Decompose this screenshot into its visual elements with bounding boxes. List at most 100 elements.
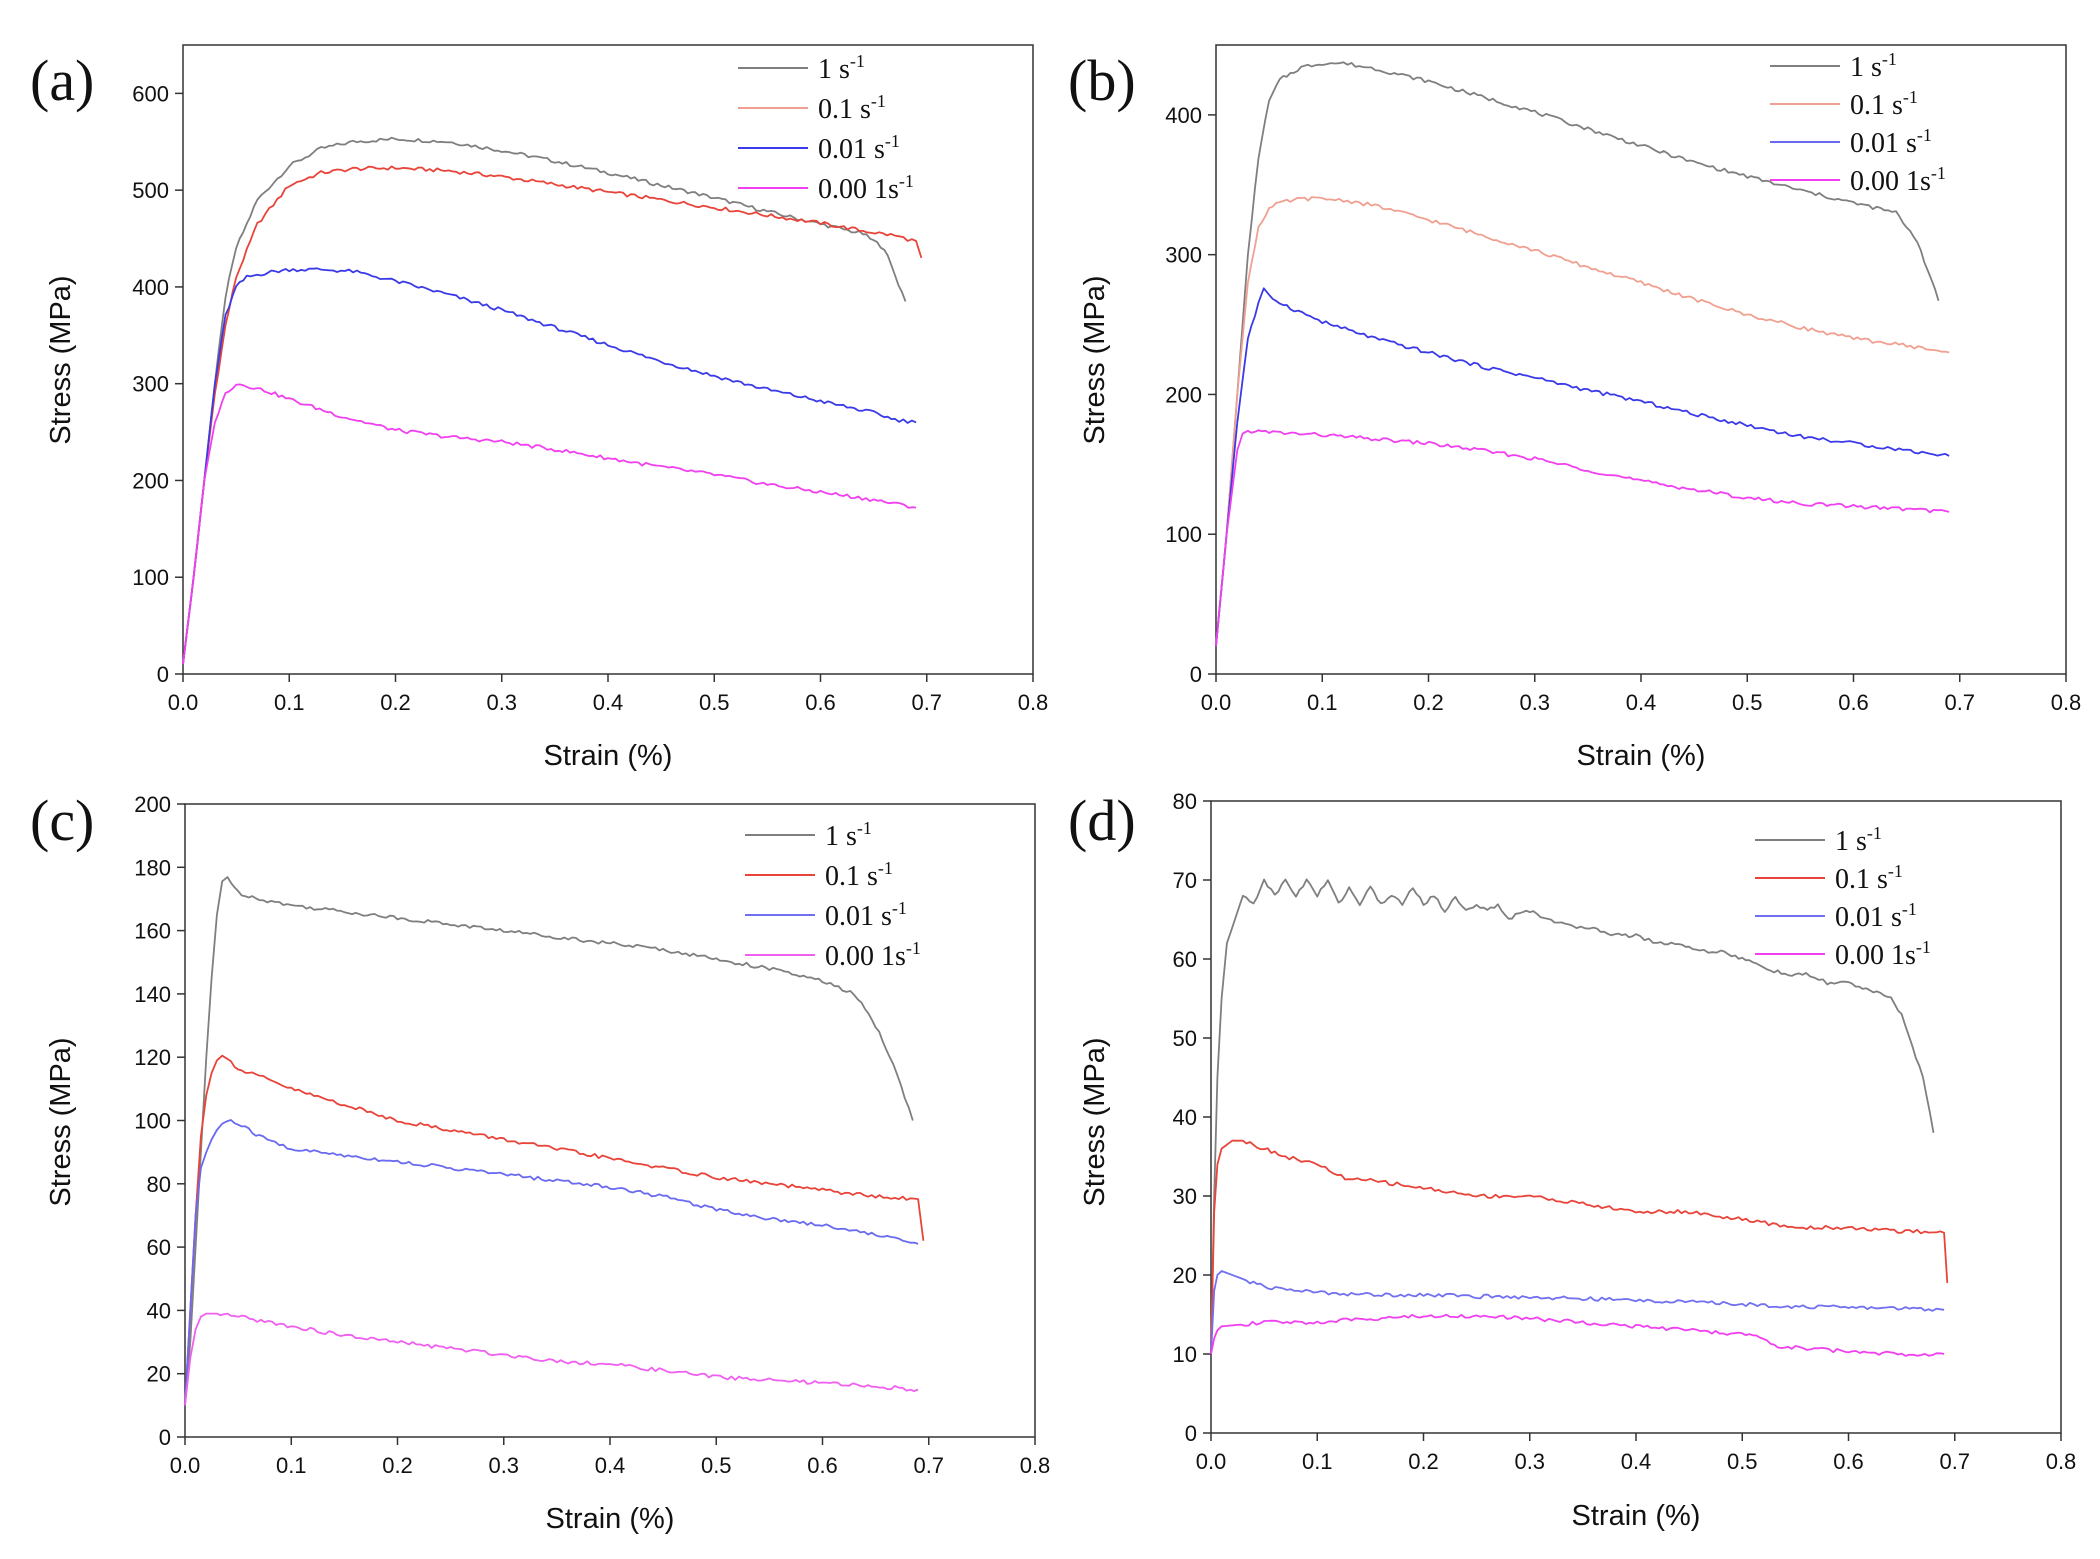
panel-c-ytick-label: 200 (134, 792, 171, 817)
panel-a-ytick-label: 200 (132, 468, 169, 493)
panel-c-ytick-label: 0 (159, 1425, 171, 1450)
panel-d-legend-label-1: 0.1 s-1 (1835, 861, 1903, 895)
panel-a-ytick-label: 0 (157, 662, 169, 687)
panel-c-series-line-0 (184, 876, 914, 1406)
panel-c-ytick-label: 20 (147, 1362, 171, 1387)
legend-label-superscript: -1 (906, 938, 921, 958)
panel-a-tag: (a) (30, 48, 94, 113)
panel-b-xlabel: Strain (%) (1577, 740, 1706, 772)
panel-a-series-line-1 (182, 165, 923, 665)
panel-b-series-line-2 (1215, 287, 1950, 647)
panel-a-xtick-label: 0.0 (168, 690, 199, 715)
legend-label-text: 1 s (825, 821, 857, 852)
legend-label-superscript: -1 (892, 898, 907, 918)
panel-b-lines (1215, 61, 1950, 647)
legend-label-text: 0.01 s (1835, 902, 1902, 933)
legend-label-text: 0.1 s (818, 94, 871, 125)
panel-c-ytick-label: 140 (134, 982, 171, 1007)
panel-d-ytick-label: 60 (1173, 947, 1197, 972)
legend-label-text: 0.01 s (825, 901, 892, 932)
panel-a-xtick-label: 0.3 (486, 690, 517, 715)
panel-b-tag: (b) (1068, 48, 1136, 113)
panel-c-series-line-2 (184, 1119, 919, 1406)
panel-b-ytick-label: 200 (1165, 382, 1202, 407)
panel-a-ytick-label: 500 (132, 178, 169, 203)
panel-a-series-line-2 (182, 267, 917, 665)
panel-d-ytick-label: 50 (1173, 1026, 1197, 1051)
panel-c-legend-label-3: 0.00 1s-1 (825, 938, 921, 972)
legend-label-superscript: -1 (1882, 49, 1897, 69)
panel-b-xtick-label: 0.4 (1626, 690, 1657, 715)
panel-b-legend-label-2: 0.01 s-1 (1850, 125, 1932, 159)
panel-a-ytick-label: 100 (132, 565, 169, 590)
panel-c-ytick-label: 180 (134, 855, 171, 880)
panel-d: (d) Strain (%) Stress (MPa) 0.0 0.1 0.2 0.3… (1068, 788, 2076, 1532)
legend-label-text: 0.01 s (818, 134, 885, 165)
panel-b-ytick-label: 300 (1165, 243, 1202, 268)
panel-d-ytick-label: 70 (1173, 868, 1197, 893)
panel-b-ylabel: Stress (MPa) (1079, 275, 1111, 444)
legend-label-text: 1 s (818, 54, 850, 85)
panel-c-legend: 1 s-10.1 s-10.01 s-10.00 1s-1 (745, 818, 921, 972)
panel-a-ticks: 0.0 0.1 0.2 0.3 0.4 0.5 0.6 0.7 0.8 0 100 200 300 400… (132, 81, 1048, 715)
panel-c-legend-label-2: 0.01 s-1 (825, 898, 907, 932)
panel-c-xtick-label: 0.0 (170, 1453, 201, 1478)
panel-d-xtick-label: 0.2 (1408, 1449, 1439, 1474)
panel-c-xlabel: Strain (%) (546, 1503, 675, 1535)
panel-c-ytick-label: 120 (134, 1045, 171, 1070)
panel-c-legend-label-1: 0.1 s-1 (825, 858, 893, 892)
panel-c-xtick-label: 0.4 (595, 1453, 626, 1478)
legend-label-superscript: -1 (1888, 861, 1903, 881)
panel-a-ylabel: Stress (MPa) (45, 275, 77, 444)
legend-label-text: 0.00 1s (818, 174, 899, 205)
panel-d-xtick-label: 0.3 (1514, 1449, 1545, 1474)
panel-a-series-line-0 (182, 136, 907, 665)
panel-b-xtick-label: 0.5 (1732, 690, 1763, 715)
panel-a-legend: 1 s-10.1 s-10.01 s-10.00 1s-1 (738, 51, 914, 205)
panel-c-lines (184, 876, 925, 1406)
panel-a-legend-label-0: 1 s-1 (818, 51, 865, 85)
panel-b-frame (1215, 44, 2067, 675)
panel-a-xtick-label: 0.5 (699, 690, 730, 715)
panel-a-ytick-label: 400 (132, 275, 169, 300)
legend-label-superscript: -1 (1867, 823, 1882, 843)
legend-label-text: 0.00 1s (1850, 166, 1931, 197)
legend-label-superscript: -1 (1917, 125, 1932, 145)
legend-label-superscript: -1 (1916, 937, 1931, 957)
panel-a: (a) Strain (%) Stress (MPa) 0.0 0.1 0.2 0.3… (30, 44, 1048, 772)
panel-a-lines (182, 136, 923, 665)
panel-b-legend: 1 s-10.1 s-10.01 s-10.00 1s-1 (1770, 49, 1946, 197)
panel-b-legend-label-1: 0.1 s-1 (1850, 87, 1918, 121)
panel-d-xtick-label: 0.6 (1833, 1449, 1864, 1474)
panel-d-tag: (d) (1068, 788, 1136, 853)
panel-a-xtick-label: 0.6 (805, 690, 836, 715)
panel-d-ytick-label: 20 (1173, 1263, 1197, 1288)
legend-label-superscript: -1 (1902, 899, 1917, 919)
panel-d-ticks: 0.0 0.1 0.2 0.3 0.4 0.5 0.6 0.7 0.8 0 10 20 30 40 50 60… (1173, 789, 2077, 1474)
panel-d-ytick-label: 0 (1185, 1421, 1197, 1446)
legend-label-text: 0.1 s (1835, 864, 1888, 895)
panel-d-series-line-0 (1210, 878, 1935, 1355)
legend-label-text: 1 s (1835, 826, 1867, 857)
panel-d-ytick-label: 40 (1173, 1105, 1197, 1130)
legend-label-superscript: -1 (878, 858, 893, 878)
panel-d-xtick-label: 0.4 (1621, 1449, 1652, 1474)
panel-c-xtick-label: 0.3 (488, 1453, 519, 1478)
panel-c-xtick-label: 0.5 (701, 1453, 732, 1478)
legend-label-text: 0.1 s (1850, 90, 1903, 121)
legend-label-text: 0.01 s (1850, 128, 1917, 159)
panel-c-ytick-label: 40 (147, 1298, 171, 1323)
panel-a-series-line-3 (182, 383, 917, 665)
panel-b-legend-label-3: 0.00 1s-1 (1850, 163, 1946, 197)
panel-c-series-line-1 (184, 1054, 925, 1406)
panel-a-xtick-label: 0.4 (593, 690, 624, 715)
panel-d-series-line-2 (1210, 1270, 1945, 1355)
panel-d-series-line-1 (1210, 1139, 1949, 1355)
panel-d-xlabel: Strain (%) (1572, 1500, 1701, 1532)
panel-c-ytick-label: 80 (147, 1172, 171, 1197)
panel-d-legend-label-2: 0.01 s-1 (1835, 899, 1917, 933)
panel-b-xtick-label: 0.6 (1838, 690, 1869, 715)
legend-label-superscript: -1 (850, 51, 865, 71)
panel-b-xtick-label: 0.2 (1413, 690, 1444, 715)
